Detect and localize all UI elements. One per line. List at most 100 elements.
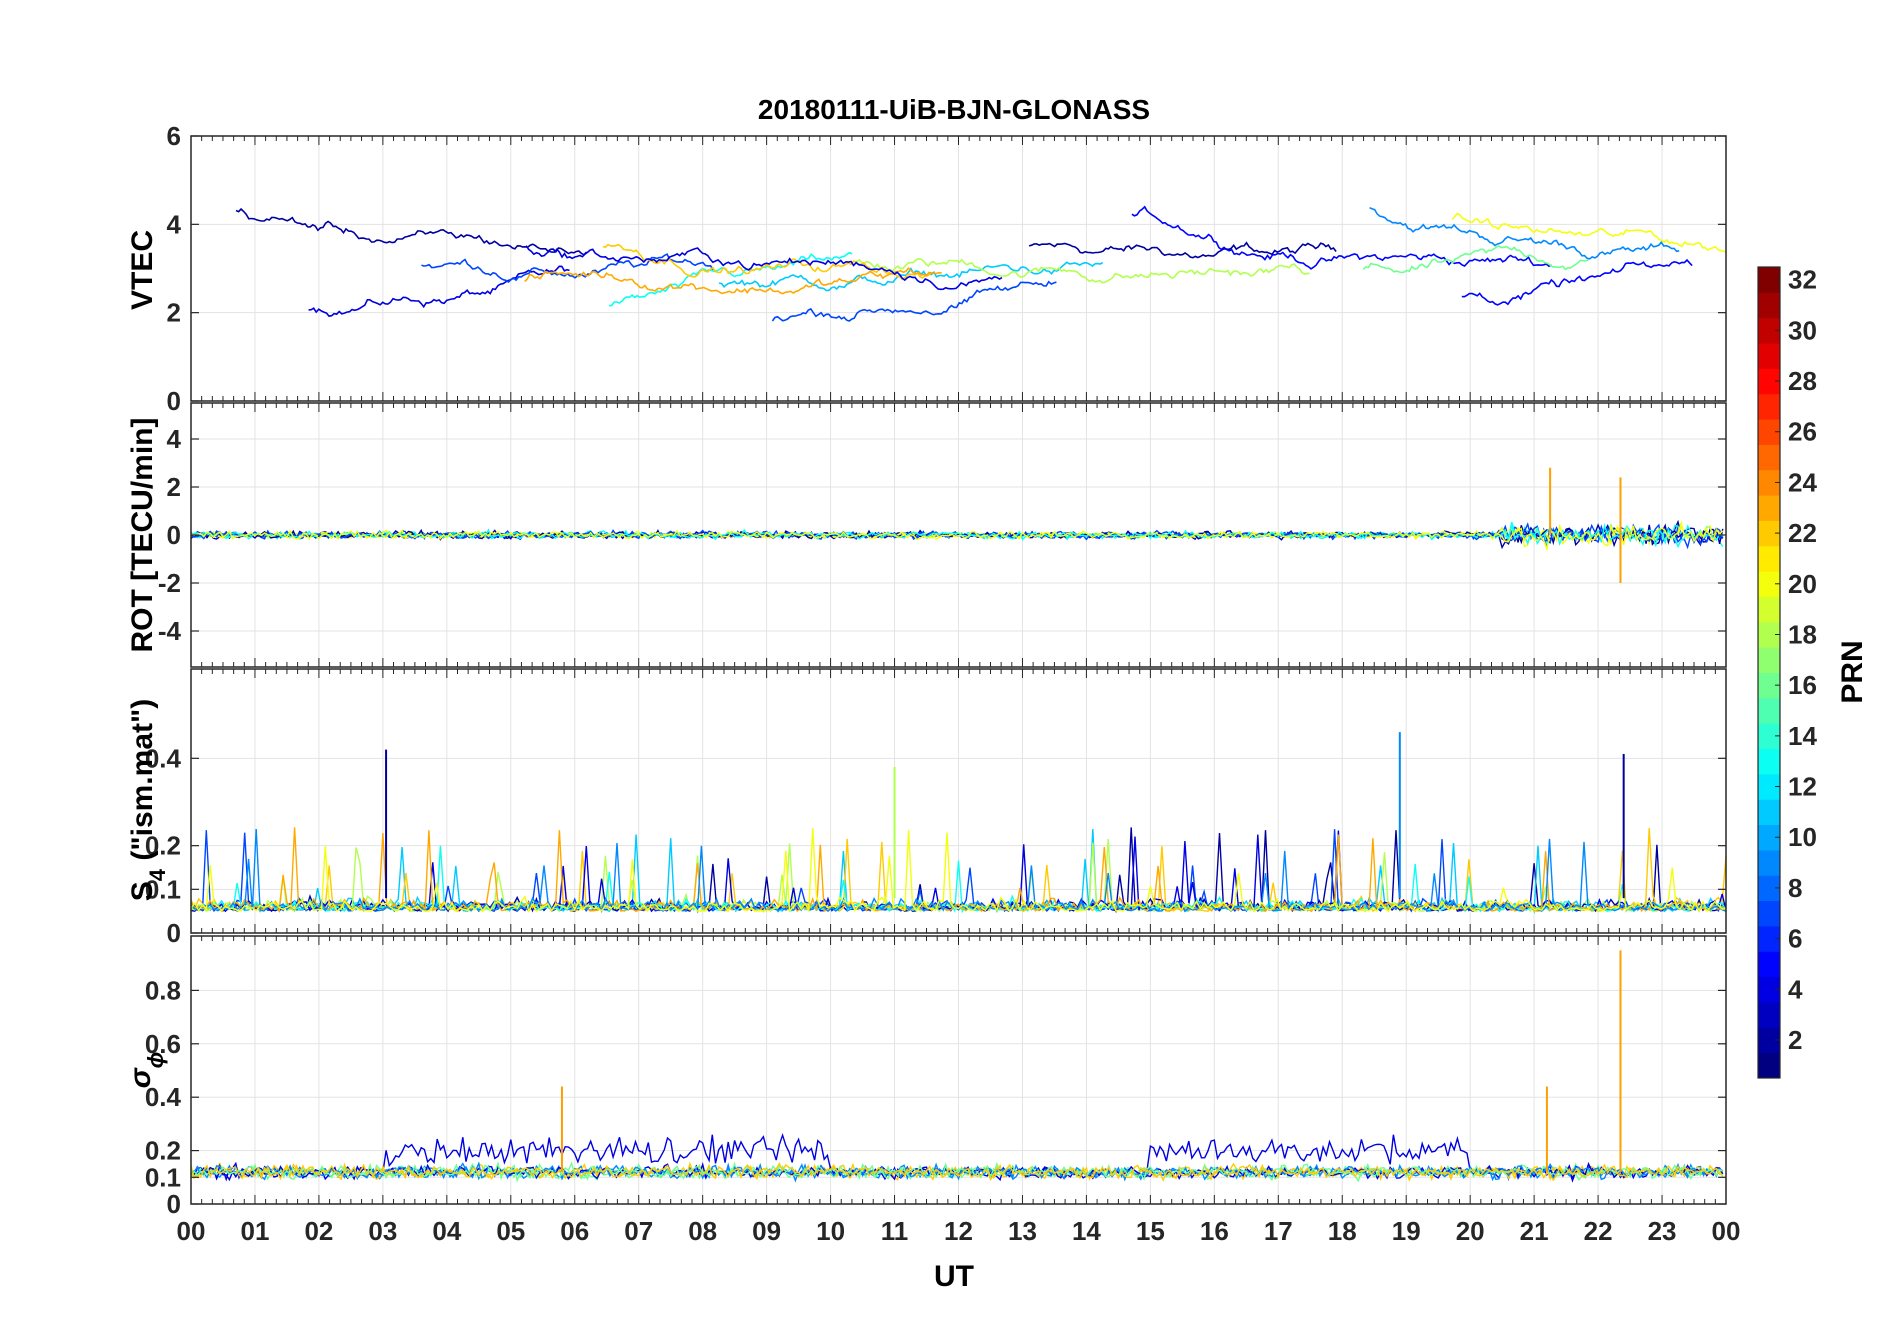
colorbar-tick-label: 32 bbox=[1788, 265, 1817, 295]
y-tick-label: 2 bbox=[167, 472, 181, 502]
colorbar-label: PRN bbox=[1836, 640, 1869, 703]
x-tick-label: 17 bbox=[1264, 1216, 1293, 1246]
vtec-line bbox=[235, 207, 588, 256]
colorbar-segment bbox=[1758, 976, 1780, 1003]
vtec-line bbox=[854, 258, 1310, 284]
x-tick-label: 08 bbox=[688, 1216, 717, 1246]
x-tick-label: 04 bbox=[432, 1216, 461, 1246]
colorbar-segment bbox=[1758, 875, 1780, 902]
vtec-line bbox=[602, 243, 931, 281]
colorbar-segment bbox=[1758, 849, 1780, 876]
s4-ylabel-sub: 4 bbox=[145, 868, 170, 881]
colorbar-segment bbox=[1758, 951, 1780, 978]
colorbar-segment bbox=[1758, 1052, 1780, 1079]
vtec-line bbox=[771, 280, 1057, 322]
vtec-line bbox=[1028, 241, 1337, 259]
colorbar-segment bbox=[1758, 571, 1780, 597]
colorbar-tick-label: 14 bbox=[1788, 721, 1817, 751]
x-tick-label: 01 bbox=[240, 1216, 269, 1246]
sigma-ylabel: σϕ bbox=[124, 1052, 168, 1089]
colorbar-segment bbox=[1758, 267, 1780, 293]
y-tick-label: 0.1 bbox=[145, 1162, 181, 1192]
colorbar-tick-label: 20 bbox=[1788, 569, 1817, 599]
vtec-line bbox=[308, 265, 570, 317]
y-tick-label: 0 bbox=[167, 1189, 181, 1219]
colorbar-segment bbox=[1758, 900, 1780, 927]
vtec-line bbox=[1362, 245, 1589, 274]
y-tick-label: 4 bbox=[167, 424, 182, 454]
x-tick-label: 15 bbox=[1136, 1216, 1165, 1246]
vtec-line bbox=[1461, 258, 1693, 306]
y-tick-label: 0.1 bbox=[145, 874, 181, 904]
x-tick-label: 07 bbox=[624, 1216, 653, 1246]
colorbar-tick-label: 4 bbox=[1788, 974, 1803, 1004]
x-tick-label: 02 bbox=[304, 1216, 333, 1246]
vtec-ylabel: VTEC bbox=[126, 230, 159, 310]
colorbar-tick-label: 26 bbox=[1788, 417, 1817, 447]
colorbar-segment bbox=[1758, 292, 1780, 319]
colorbar-tick-label: 6 bbox=[1788, 924, 1802, 954]
y-tick-label: 0 bbox=[167, 386, 181, 416]
colorbar-segment bbox=[1758, 925, 1780, 952]
vtec-series bbox=[235, 205, 1726, 322]
s4-line bbox=[190, 828, 1727, 913]
colorbar-segment bbox=[1758, 343, 1780, 369]
x-tick-label: 23 bbox=[1648, 1216, 1677, 1246]
y-tick-label: 0.8 bbox=[145, 975, 181, 1005]
colorbar-frame bbox=[1757, 266, 1781, 1079]
x-tick-label: 03 bbox=[368, 1216, 397, 1246]
colorbar-segment bbox=[1758, 773, 1780, 800]
colorbar-segment bbox=[1758, 393, 1780, 420]
colorbar-segment bbox=[1758, 469, 1780, 496]
y-tick-label: -2 bbox=[158, 568, 181, 598]
y-tick-label: 0.4 bbox=[145, 743, 182, 773]
rot-ylabel: ROT [TECU/min] bbox=[126, 418, 159, 653]
x-axis-ticks: 00 01 02 03 04 05 06 07 08 09 10 11 12 13 14 15 16 17 18 19… bbox=[177, 1216, 1741, 1246]
colorbar-tick-label: 16 bbox=[1788, 670, 1817, 700]
x-tick-label: 12 bbox=[944, 1216, 973, 1246]
colorbar-segment bbox=[1758, 621, 1780, 648]
x-tick-label: 20 bbox=[1456, 1216, 1485, 1246]
x-tick-label: 16 bbox=[1200, 1216, 1229, 1246]
colorbar-segment bbox=[1758, 545, 1780, 572]
y-tick-label: 2 bbox=[167, 298, 181, 328]
rot-series bbox=[190, 467, 1724, 583]
x-tick-label: 22 bbox=[1584, 1216, 1613, 1246]
y-tick-label: 4 bbox=[167, 209, 182, 239]
colorbar-segment bbox=[1758, 368, 1780, 395]
x-tick-label: 06 bbox=[560, 1216, 589, 1246]
colorbar-tick-label: 10 bbox=[1788, 822, 1817, 852]
panel-sigma-phi: 00.10.2 0.4 0.6 0.8 σϕ bbox=[124, 935, 1727, 1219]
x-tick-label: 14 bbox=[1072, 1216, 1101, 1246]
colorbar-segment bbox=[1758, 799, 1780, 826]
y-tick-label: 0.4 bbox=[145, 1082, 182, 1112]
colorbar-segment bbox=[1758, 697, 1780, 724]
colorbar-segment bbox=[1758, 444, 1780, 471]
y-tick-label: -4 bbox=[158, 616, 182, 646]
vtec-line bbox=[1131, 205, 1552, 270]
colorbar-tick-label: 8 bbox=[1788, 873, 1802, 903]
panel-vtec: 0 2 4 6 VTEC bbox=[126, 121, 1727, 416]
x-tick-label: 19 bbox=[1392, 1216, 1421, 1246]
y-tick-label: 0.6 bbox=[145, 1029, 181, 1059]
s4-series bbox=[190, 732, 1727, 914]
s4-ylabel-main: S bbox=[126, 881, 159, 901]
colorbar-segment bbox=[1758, 596, 1780, 623]
vtec-line bbox=[1369, 206, 1680, 260]
sigma-line bbox=[190, 1161, 1723, 1182]
chart-title: 20180111-UiB-BJN-GLONASS bbox=[758, 94, 1150, 125]
vtec-line bbox=[1451, 212, 1726, 253]
x-tick-label: 05 bbox=[496, 1216, 525, 1246]
colorbar-segment bbox=[1758, 647, 1780, 673]
vtec-line bbox=[609, 251, 853, 307]
colorbar-tick-label: 28 bbox=[1788, 366, 1817, 396]
s4-ylabel-rest: ("ism.mat") bbox=[126, 699, 159, 869]
colorbar-tick-label: 22 bbox=[1788, 518, 1817, 548]
x-tick-label: 00 bbox=[177, 1216, 206, 1246]
x-tick-label: 09 bbox=[752, 1216, 781, 1246]
sigma-ylabel-sub: ϕ bbox=[143, 1052, 168, 1069]
panel-rot: -4 -2 0 2 4 ROT [TECU/min] bbox=[126, 402, 1727, 668]
colorbar-segment bbox=[1758, 1027, 1780, 1054]
y-tick-label: 0.2 bbox=[145, 1136, 181, 1166]
